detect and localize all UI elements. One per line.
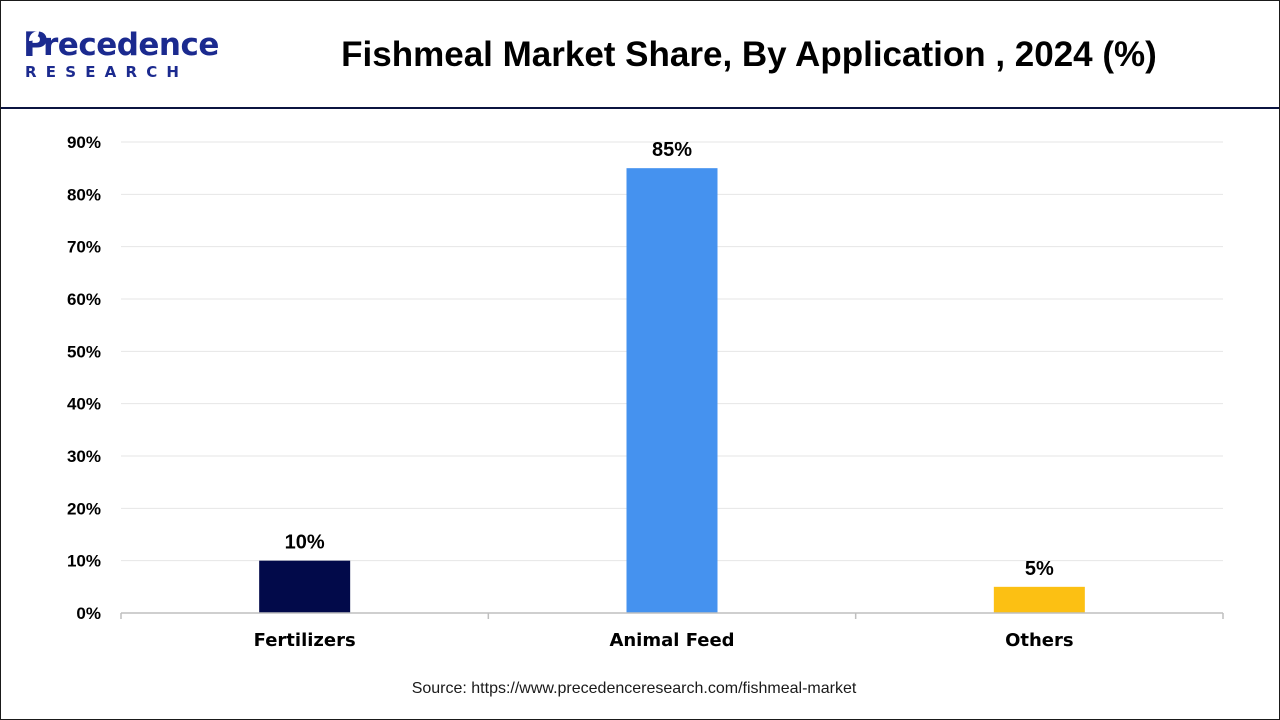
y-tick-label: 10% xyxy=(67,552,101,571)
source-note: Source: https://www.precedenceresearch.c… xyxy=(411,680,857,697)
logo: P recedence RESEARCH xyxy=(23,27,219,83)
y-tick-label: 0% xyxy=(76,604,101,623)
y-axis-ticks: 0% 10% 20% 30% 40% 50% 60% 70% 80% 90% xyxy=(67,133,101,623)
y-tick-label: 40% xyxy=(67,395,101,414)
y-tick-label: 70% xyxy=(67,238,101,257)
x-tick-label: Fertilizers xyxy=(254,630,356,651)
logo-text: recedence xyxy=(43,27,219,63)
x-axis: Fertilizers Animal Feed Others xyxy=(120,612,1224,651)
y-tick-label: 90% xyxy=(67,133,101,152)
data-label: 85% xyxy=(652,139,692,161)
bar-chart: 0% 10% 20% 30% 40% 50% 60% 70% 80% 90% 10% 85% 5% F… xyxy=(67,133,1224,651)
x-tick-label: Animal Feed xyxy=(609,630,734,651)
data-label: 10% xyxy=(285,532,325,554)
bar-others xyxy=(993,586,1085,613)
bars xyxy=(259,168,1085,613)
data-label: 5% xyxy=(1025,558,1054,580)
chart-title: Fishmeal Market Share, By Application , … xyxy=(341,35,1157,74)
logo-subtext: RESEARCH xyxy=(25,63,189,81)
leaf-icon xyxy=(29,31,39,41)
y-tick-label: 80% xyxy=(67,185,101,204)
bar-animal-feed xyxy=(626,168,718,613)
y-tick-label: 60% xyxy=(67,290,101,309)
header: P recedence RESEARCH Fishmeal Market Sha… xyxy=(1,1,1279,109)
y-tick-label: 50% xyxy=(67,342,101,361)
x-tick-label: Others xyxy=(1005,630,1074,651)
data-labels: 10% 85% 5% xyxy=(285,139,1054,580)
bar-fertilizers xyxy=(259,560,351,613)
y-tick-label: 30% xyxy=(67,447,101,466)
y-tick-label: 20% xyxy=(67,499,101,518)
